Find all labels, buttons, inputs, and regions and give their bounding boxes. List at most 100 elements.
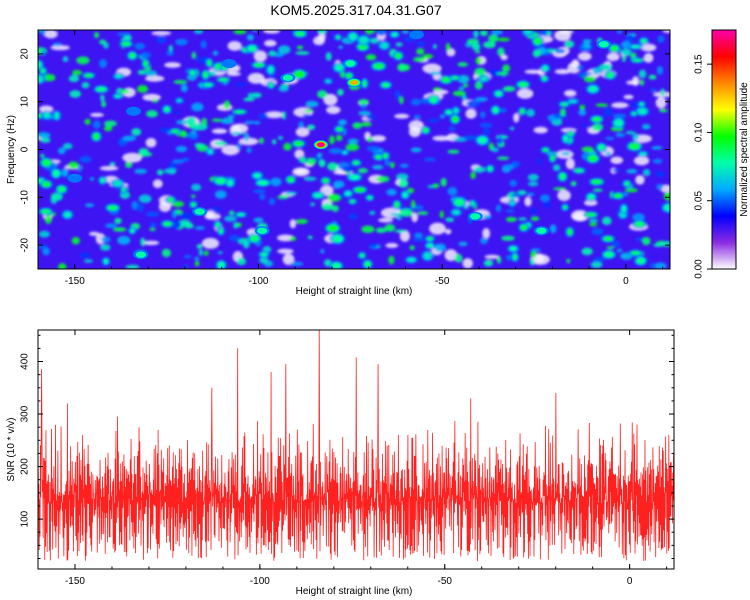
heatmap-cell [527, 181, 539, 187]
heatmap-cell [168, 162, 177, 171]
heatmap-cell [491, 30, 503, 35]
heatmap-cell [559, 108, 566, 117]
heatmap-cell [143, 60, 149, 67]
colorbar-tick-label: 0.05 [694, 191, 705, 211]
heatmap-cell [577, 52, 592, 61]
heatmap-peak [313, 140, 329, 150]
heatmap-cell [211, 118, 223, 122]
heatmap-cell [399, 208, 414, 217]
heatmap-cell [250, 92, 262, 99]
heatmap-cell [578, 109, 587, 116]
heatmap-cell [628, 142, 641, 150]
snr-line [38, 330, 674, 562]
heatmap-cell [142, 240, 160, 246]
heatmap-cell [616, 30, 623, 34]
heatmap-cell [616, 248, 623, 253]
heatmap-cell [450, 76, 459, 80]
heatmap-cell [44, 215, 52, 225]
heatmap-cell [603, 236, 614, 242]
heatmap-cell [41, 158, 52, 167]
heatmap-cell [268, 82, 274, 88]
heatmap-cell [372, 62, 385, 70]
heatmap-cell [158, 201, 172, 212]
heatmap-cell [226, 71, 241, 76]
heatmap-cell [470, 201, 475, 206]
heatmap-cell [512, 253, 518, 261]
heatmap-cell [463, 135, 478, 141]
heatmap-cell [191, 102, 204, 112]
heatmap-cell [294, 31, 306, 37]
snr-panel: -150 -100 -50 0 Height of straight line (km)… [6, 329, 675, 597]
heatmap-cell [227, 40, 242, 51]
heatmap-peak-ring [126, 106, 142, 116]
heatmap-cell [631, 58, 643, 62]
heatmap-cell [497, 47, 505, 57]
heatmap-cell [462, 258, 473, 269]
heatmap-cell [253, 172, 262, 179]
heatmap-cell [277, 248, 294, 254]
heatmap-cell [463, 83, 469, 88]
heatmap-cell [432, 183, 440, 189]
colorbar-tick-label: 0.15 [694, 54, 705, 74]
y-tick-label: -20 [20, 237, 31, 252]
heatmap-peak [254, 226, 270, 236]
heatmap-cell [395, 42, 403, 47]
heatmap-cell [613, 193, 623, 199]
heatmap-cell [168, 45, 173, 53]
heatmap-cell [630, 102, 637, 108]
heatmap-cell [636, 257, 646, 265]
colorbar-tick-label: 0.00 [694, 259, 705, 279]
heatmap-cell [639, 79, 645, 86]
heatmap-cell [483, 214, 492, 219]
heatmap-cell [99, 244, 111, 251]
heatmap-cell [385, 243, 399, 248]
heatmap-peak-ring [470, 213, 481, 220]
heatmap-cell [505, 209, 515, 213]
heatmap-cell [207, 59, 212, 67]
heatmap-cell [399, 163, 409, 168]
heatmap-cell [389, 161, 395, 169]
heatmap-cell [207, 149, 214, 155]
heatmap-cell [369, 210, 376, 215]
heatmap-cell [445, 109, 453, 115]
heatmap-cell [84, 118, 91, 125]
heatmap-cell [303, 176, 317, 181]
heatmap-cell [519, 108, 525, 115]
heatmap-cell [72, 69, 82, 76]
heatmap-cell [639, 102, 644, 106]
heatmap-cell [634, 221, 645, 228]
heatmap-cell [38, 244, 49, 250]
heatmap-cell [41, 181, 51, 188]
heatmap-cell [445, 42, 451, 52]
x-tick-label: -150 [65, 576, 85, 587]
heatmap-cell [650, 88, 657, 93]
y-tick-label: 100 [20, 510, 31, 527]
heatmap-cell [317, 90, 328, 99]
heatmap-cell [264, 111, 284, 119]
heatmap-cell [349, 199, 356, 204]
heatmap-cell [432, 87, 442, 92]
heatmap-cell [640, 43, 657, 52]
heatmap-cell [509, 200, 515, 206]
heatmap-cell [203, 250, 209, 256]
heatmap-cell [566, 258, 571, 264]
heatmap-cell [193, 30, 204, 34]
heatmap-peak [346, 77, 362, 88]
heatmap-cell [69, 90, 81, 98]
heatmap-cell [190, 202, 196, 208]
heatmap-cell [451, 115, 459, 123]
heatmap-cell [567, 228, 573, 236]
heatmap-cell [630, 251, 641, 256]
heatmap-cell [483, 128, 490, 135]
y-tick-label: -10 [20, 190, 31, 205]
heatmap-cell [560, 102, 569, 107]
x-tick-label: -150 [65, 276, 85, 287]
heatmap-cell [214, 177, 227, 185]
heatmap-cell [592, 188, 603, 192]
heatmap-cell [362, 79, 367, 88]
heatmap-cell [631, 112, 637, 116]
heatmap-cell [543, 201, 551, 209]
heatmap-cell [63, 211, 72, 218]
heatmap-cell [247, 92, 253, 100]
heatmap-cell [142, 93, 161, 101]
